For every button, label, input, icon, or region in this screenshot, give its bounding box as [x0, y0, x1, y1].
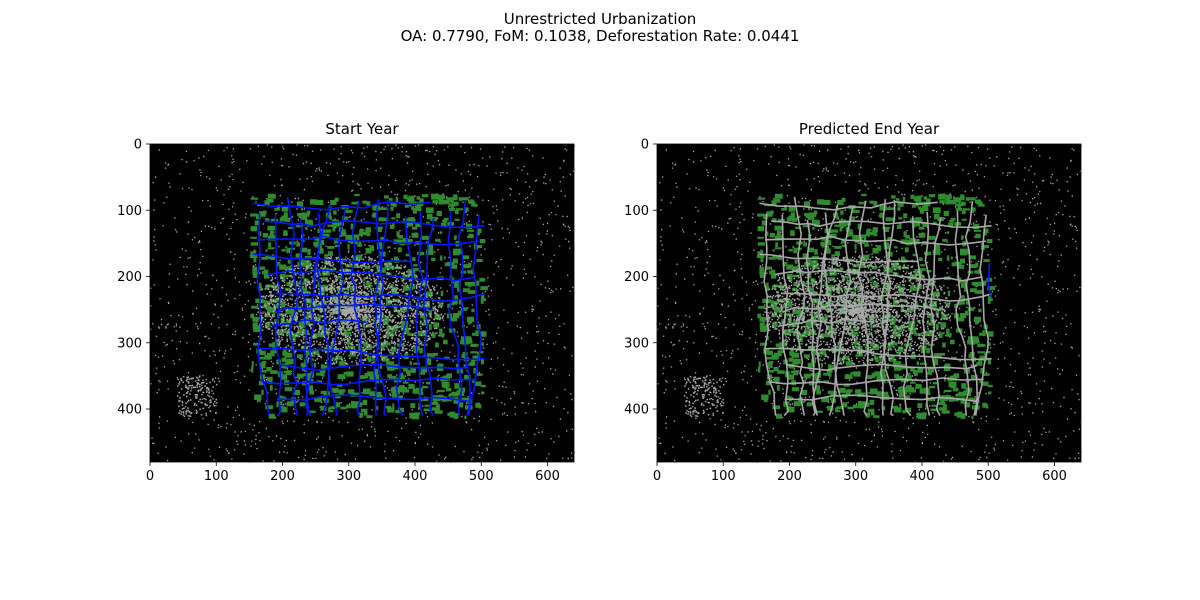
x-tick-label: 0: [653, 469, 661, 484]
x-tick-label: 600: [535, 469, 560, 484]
x-tick-label: 200: [270, 469, 295, 484]
x-tick-label: 400: [403, 469, 428, 484]
panel-predicted-end-year: Predicted End Year 0 100 200 300 400 500 600 0 10…: [607, 120, 1083, 490]
x-tick-label: 400: [910, 469, 935, 484]
map-image: [150, 144, 576, 463]
predicted-end-year-map-chart: Predicted End Year 0 100 200 300 400 500 600 0 10…: [624, 120, 1083, 484]
start-year-map-chart: Start Year 0 100 200 300 400 500 600 0 100 200 300 4…: [117, 120, 576, 484]
y-tick-label: 100: [117, 204, 142, 219]
x-tick-label: 600: [1042, 469, 1067, 484]
x-tick-label: 500: [976, 469, 1001, 484]
urban-core: [683, 255, 952, 418]
x-tick-label: 300: [843, 469, 868, 484]
panel-title: Start Year: [325, 120, 399, 138]
road-network: [252, 196, 485, 417]
panel-start-year: Start Year 0 100 200 300 400 500 600 0 100 200 300 4…: [100, 120, 576, 490]
x-tick-label: 100: [204, 469, 229, 484]
y-tick-label: 200: [624, 270, 649, 285]
y-tick-label: 0: [641, 138, 649, 153]
map-image: [657, 144, 1083, 463]
y-tick-label: 200: [117, 270, 142, 285]
y-tick-label: 100: [624, 204, 649, 219]
figure-title: Unrestricted Urbanization: [503, 10, 697, 28]
x-tick-label: 300: [336, 469, 361, 484]
x-tick-label: 100: [711, 469, 736, 484]
x-tick-label: 500: [469, 469, 494, 484]
y-tick-label: 400: [624, 403, 649, 418]
y-tick-label: 300: [117, 336, 142, 351]
urban-core: [176, 255, 445, 418]
figure-subtitle-metrics: OA: 0.7790, FoM: 0.1038, Deforestation R…: [400, 27, 800, 45]
remaining-road-segment: [987, 263, 992, 297]
road-network: [759, 196, 992, 417]
y-tick-label: 0: [134, 138, 142, 153]
y-tick-label: 400: [117, 403, 142, 418]
axes-frame: [149, 143, 575, 463]
x-tick-label: 0: [146, 469, 154, 484]
x-tick-label: 200: [777, 469, 802, 484]
axes-frame: [656, 143, 1082, 463]
y-tick-label: 300: [624, 336, 649, 351]
panel-title: Predicted End Year: [799, 120, 940, 138]
